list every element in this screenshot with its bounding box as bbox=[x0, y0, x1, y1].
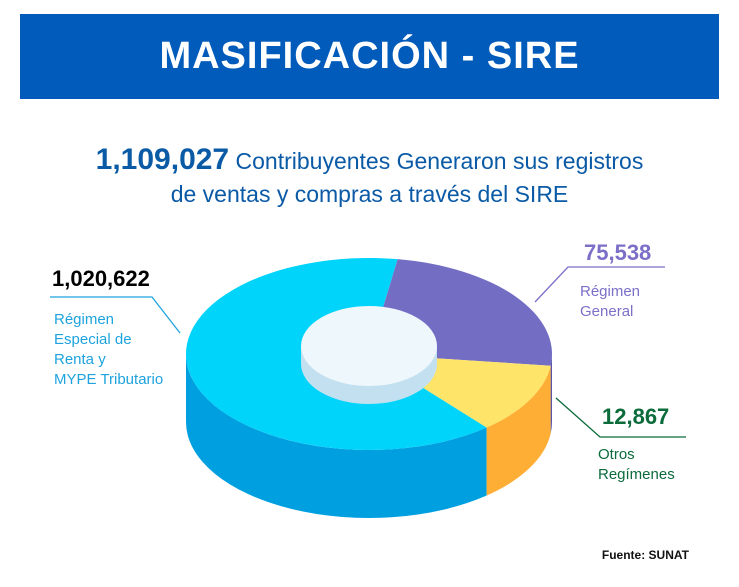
subtitle: 1,109,027 Contribuyentes Generaron sus r… bbox=[0, 143, 739, 211]
value-general: 75,538 bbox=[584, 240, 652, 265]
leader-otros bbox=[555, 397, 686, 438]
total-count: 1,109,027 bbox=[95, 143, 230, 176]
pie-slice-side bbox=[550, 354, 552, 434]
pie-slice-side bbox=[186, 354, 487, 518]
subtitle-line2: de ventas y compras a través del SIRE bbox=[170, 181, 569, 207]
value-otros: 12,867 bbox=[602, 404, 670, 429]
label-mype: Régimen Especial de Renta y MYPE Tributario bbox=[54, 310, 163, 390]
leader-general bbox=[534, 266, 665, 303]
source-note: Fuente: SUNAT bbox=[601, 548, 689, 562]
label-line: Especial de bbox=[54, 331, 132, 348]
label-line: Otros bbox=[598, 446, 635, 463]
header-banner: MASIFICACIÓN - SIRE bbox=[20, 14, 719, 99]
center-hub-top bbox=[301, 306, 437, 386]
value-mype: 1,020,622 bbox=[52, 266, 150, 291]
leader-mype bbox=[50, 296, 181, 334]
label-line: Régimen bbox=[54, 311, 115, 328]
label-otros: Otros Regímenes bbox=[598, 445, 675, 485]
pie-slice-side bbox=[486, 365, 551, 496]
label-general: Régimen General bbox=[580, 282, 640, 322]
label-line: Renta y bbox=[54, 351, 106, 368]
page-title: MASIFICACIÓN - SIRE bbox=[159, 35, 580, 77]
label-line: MYPE Tributario bbox=[54, 371, 164, 388]
label-line: Régimen bbox=[580, 283, 641, 300]
label-line: General bbox=[580, 303, 634, 320]
subtitle-line1: Contribuyentes Generaron sus registros bbox=[235, 148, 644, 174]
label-line: Regímenes bbox=[598, 466, 675, 483]
